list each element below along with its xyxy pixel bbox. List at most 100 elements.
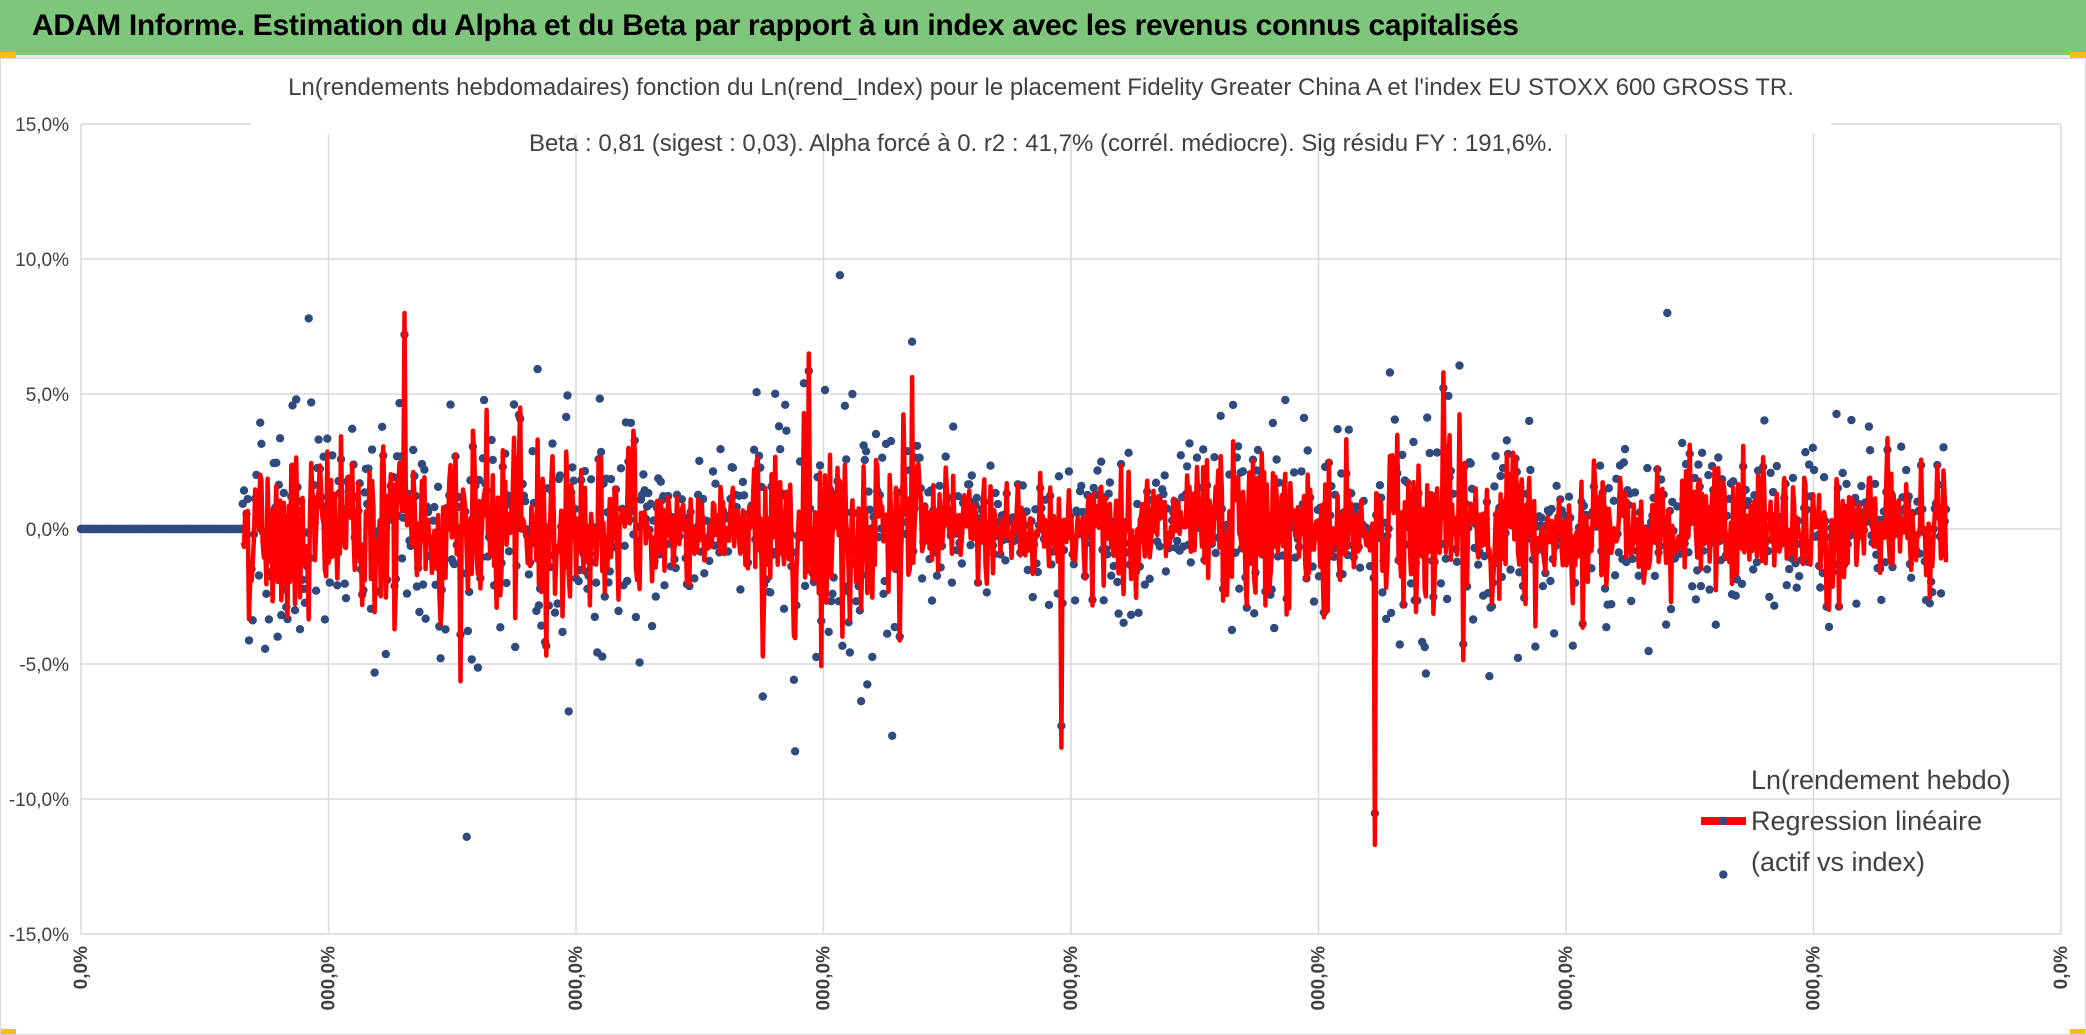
scatter-point <box>1627 596 1636 606</box>
scatter-point <box>957 559 967 568</box>
scatter-point <box>1333 425 1342 434</box>
scatter-point <box>1423 413 1432 422</box>
scatter-point <box>328 451 337 460</box>
scatter-point <box>502 578 511 588</box>
scatter-point <box>1441 554 1451 563</box>
scatter-point <box>1133 499 1142 509</box>
scatter-point <box>488 455 497 465</box>
scatter-point <box>264 615 274 624</box>
scatter-point <box>381 649 390 659</box>
corner-marker <box>0 52 16 58</box>
scatter-point <box>888 731 897 740</box>
scatter-point <box>273 632 282 641</box>
scatter-point <box>1620 444 1630 454</box>
scatter-point <box>660 581 669 590</box>
scatter-point <box>771 389 780 398</box>
scatter-point <box>1109 561 1118 571</box>
scatter-point <box>1185 439 1194 448</box>
scatter-point <box>1568 641 1578 650</box>
scatter-point <box>868 652 877 662</box>
scatter-point <box>781 400 790 409</box>
regression-line-series <box>240 310 1949 848</box>
scatter-point <box>838 641 847 650</box>
scatter-point <box>360 488 369 497</box>
scatter-point <box>1375 481 1385 490</box>
scatter-point <box>550 608 560 617</box>
scatter-point <box>1760 416 1769 425</box>
scatter-point <box>1077 481 1086 491</box>
scatter-point <box>598 652 607 661</box>
scatter-point <box>1233 442 1243 451</box>
scatter-point <box>1549 629 1559 638</box>
scatter-point <box>1547 504 1556 514</box>
scatter-point <box>436 654 445 663</box>
x-tick-label: 000,0% <box>1061 946 1082 1011</box>
scatter-point <box>828 589 837 598</box>
scatter-point <box>728 463 738 472</box>
scatter-point <box>279 488 288 498</box>
scatter-point <box>1044 600 1054 610</box>
scatter-point <box>644 488 653 498</box>
legend-label-scatter: Ln(rendement hebdo) <box>1751 765 2011 795</box>
scatter-point <box>705 556 714 566</box>
scatter-point <box>1436 579 1446 588</box>
scatter-point <box>1227 625 1237 635</box>
scatter-point <box>420 465 429 474</box>
scatter-point <box>616 464 626 473</box>
scatter-point <box>1552 481 1561 490</box>
scatter-point <box>614 606 623 616</box>
scatter-point <box>965 480 974 489</box>
scatter-point <box>1093 466 1102 475</box>
scatter-point <box>915 453 924 462</box>
scatter-point <box>272 458 281 467</box>
scatter-point <box>815 461 825 470</box>
scatter-point <box>428 516 438 525</box>
scatter-point <box>1795 572 1804 581</box>
scatter-point <box>782 426 791 435</box>
scatter-point <box>1124 448 1133 457</box>
scatter-point <box>883 629 892 638</box>
scatter-point <box>708 467 718 476</box>
scatter-point <box>736 585 745 594</box>
scatter-point <box>1808 443 1818 452</box>
scatter-point <box>886 436 896 446</box>
scatter-point <box>1609 496 1619 505</box>
scatter-point <box>402 589 412 598</box>
scatter-point <box>1619 458 1629 467</box>
scatter-point <box>1425 448 1434 458</box>
scatter-point <box>1390 415 1400 424</box>
scatter-point <box>860 455 869 465</box>
scatter-point <box>1432 448 1442 457</box>
scatter-point <box>1531 642 1540 651</box>
scatter-point <box>947 578 957 587</box>
scatter-point <box>752 388 761 397</box>
scatter-point <box>307 398 316 407</box>
scatter-point <box>1630 488 1640 497</box>
scatter-point <box>1272 455 1281 464</box>
scatter-point <box>842 455 851 464</box>
scatter-point <box>820 385 830 395</box>
scatter-point <box>993 499 1003 509</box>
scatter-point <box>1809 465 1819 475</box>
scatter-point <box>1770 601 1779 610</box>
scatter-point <box>1643 463 1652 473</box>
banner-divider <box>0 55 2086 58</box>
x-tick-label: 000,0% <box>1804 946 1825 1011</box>
scatter-point <box>1297 467 1306 476</box>
scatter-point <box>528 447 537 456</box>
scatter-point <box>450 559 459 569</box>
scatter-point <box>871 429 881 439</box>
scatter-point <box>325 578 334 587</box>
scatter-regression-chart: 15,0%10,0%5,0%0,0%-5,0%-10,0%-15,0%0,0% 0… <box>9 64 2072 1011</box>
scatter-point <box>1409 437 1418 447</box>
scatter-point <box>421 614 430 623</box>
scatter-point <box>1140 580 1150 589</box>
scatter-point <box>596 447 606 457</box>
scatter-point <box>774 422 784 431</box>
scatter-point <box>879 589 888 598</box>
scatter-point <box>304 314 313 323</box>
scatter-point <box>620 541 629 550</box>
scatter-point <box>927 596 937 605</box>
banner: ADAM Informe. Estimation du Alpha et du … <box>0 0 2086 55</box>
scatter-point <box>848 389 857 399</box>
